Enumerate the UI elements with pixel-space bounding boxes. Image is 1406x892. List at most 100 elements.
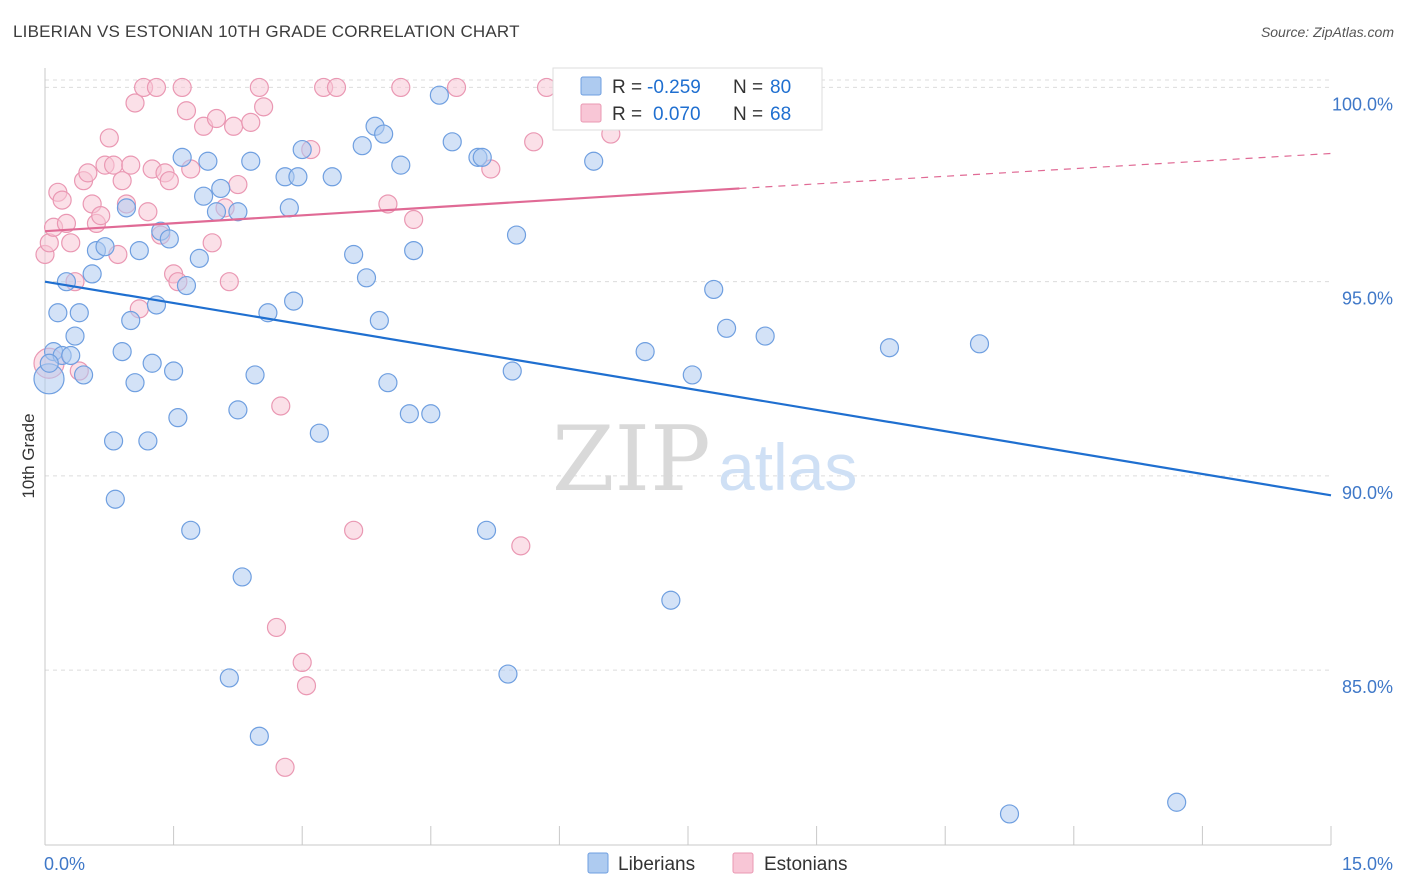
x-tick-label: 15.0% bbox=[1342, 854, 1393, 874]
liberians-point bbox=[682, 365, 702, 385]
legend-swatch-blue bbox=[580, 76, 602, 96]
estonians-point bbox=[61, 233, 81, 253]
series-legend-label-estonians[interactable]: Estonians bbox=[764, 854, 847, 875]
chart-title: LIBERIAN VS ESTONIAN 10TH GRADE CORRELAT… bbox=[13, 22, 520, 41]
liberians-point bbox=[506, 225, 527, 245]
estonians-point bbox=[249, 77, 269, 98]
liberians-trend-line bbox=[44, 280, 1332, 497]
estonians-point bbox=[125, 93, 145, 113]
estonians-point bbox=[292, 652, 312, 673]
legend-r-value-blue: -0.259 bbox=[647, 77, 701, 98]
estonians-point bbox=[91, 206, 111, 226]
liberians-point bbox=[502, 361, 522, 381]
estonians-point bbox=[219, 272, 239, 292]
liberians-point bbox=[194, 186, 214, 206]
x-tick-label: 0.0% bbox=[44, 854, 85, 874]
estonians-point bbox=[254, 97, 274, 117]
legend-r-value-pink: 0.070 bbox=[653, 104, 701, 125]
estonians-trend-line bbox=[44, 187, 740, 233]
liberians-point bbox=[292, 139, 312, 160]
liberians-point bbox=[404, 240, 424, 261]
liberians-point bbox=[228, 202, 248, 222]
estonians-point bbox=[78, 163, 98, 183]
liberians-point bbox=[472, 147, 492, 167]
estonians-point bbox=[159, 171, 179, 191]
liberians-point bbox=[378, 373, 398, 393]
liberians-point bbox=[103, 431, 124, 451]
legend-n-value-pink: 68 bbox=[770, 104, 791, 125]
liberians-point bbox=[61, 345, 81, 366]
liberians-point bbox=[241, 151, 261, 171]
liberians-point bbox=[206, 202, 227, 222]
estonians-point bbox=[391, 77, 411, 98]
estonians-point bbox=[228, 174, 248, 195]
watermark-atlas: atlas bbox=[718, 430, 857, 504]
series-legend-swatch-estonians[interactable] bbox=[732, 852, 754, 874]
estonians-point bbox=[404, 209, 424, 230]
estonians-point bbox=[121, 155, 141, 175]
liberians-point bbox=[168, 408, 188, 428]
liberians-point bbox=[284, 291, 304, 311]
liberians-point bbox=[279, 198, 299, 218]
liberians-point bbox=[48, 303, 68, 323]
y-tick-labels: 85.0% 90.0% 95.0% 100.0% bbox=[1332, 94, 1393, 697]
y-tick-label: 85.0% bbox=[1342, 677, 1393, 697]
watermark: ZIP atlas bbox=[552, 407, 857, 512]
series-legend-swatch-liberians[interactable] bbox=[587, 852, 609, 874]
liberians-point bbox=[498, 664, 518, 684]
liberians-point bbox=[879, 338, 900, 358]
svg-text:R =: R = bbox=[612, 77, 642, 98]
liberians-point bbox=[442, 132, 462, 152]
liberians-point bbox=[391, 155, 411, 175]
liberians-point bbox=[421, 404, 441, 424]
liberians-point bbox=[159, 229, 179, 249]
estonians-point bbox=[511, 536, 531, 556]
liberians-point bbox=[95, 237, 115, 257]
estonians-point bbox=[296, 676, 317, 696]
estonians-point bbox=[344, 520, 364, 540]
liberians-point bbox=[249, 726, 269, 746]
liberians-point bbox=[112, 342, 132, 362]
y-axis-label: 10th Grade bbox=[19, 413, 38, 498]
liberians-point bbox=[142, 353, 162, 373]
legend-r-label: R = bbox=[612, 77, 642, 98]
liberians-point bbox=[716, 318, 737, 338]
liberians-point bbox=[164, 361, 184, 381]
series-legend: Liberians Estonians bbox=[587, 852, 847, 875]
liberians-point bbox=[116, 198, 137, 218]
legend-n-label: N = bbox=[733, 104, 763, 125]
estonians-point bbox=[266, 617, 287, 638]
estonians-point bbox=[224, 116, 244, 136]
estonians-point bbox=[138, 202, 158, 222]
liberians-point bbox=[39, 353, 59, 373]
liberians-point bbox=[172, 147, 192, 167]
liberians-point bbox=[181, 520, 201, 540]
liberians-point bbox=[584, 151, 604, 171]
estonians-point bbox=[326, 77, 347, 98]
liberians-points bbox=[33, 85, 1187, 824]
estonians-point bbox=[378, 194, 398, 214]
liberians-point bbox=[138, 431, 158, 451]
estonians-point bbox=[202, 233, 222, 253]
liberians-point bbox=[69, 303, 89, 323]
liberians-point bbox=[661, 590, 681, 610]
liberians-point bbox=[219, 668, 239, 688]
liberians-point bbox=[105, 489, 125, 509]
legend-r-label: R = bbox=[612, 104, 642, 125]
liberians-point bbox=[125, 373, 145, 393]
liberians-point bbox=[232, 567, 252, 587]
estonians-point bbox=[52, 190, 72, 210]
liberians-point bbox=[322, 167, 342, 187]
estonians-point bbox=[275, 757, 295, 777]
liberians-point bbox=[176, 275, 197, 296]
legend-n-value-blue: 80 bbox=[770, 77, 791, 98]
liberians-point bbox=[211, 178, 231, 199]
liberians-point bbox=[635, 342, 655, 362]
x-axis-ticks bbox=[44, 826, 1332, 845]
liberians-point bbox=[198, 151, 218, 171]
y-tick-label: 95.0% bbox=[1342, 289, 1393, 309]
estonians-point bbox=[176, 101, 197, 121]
liberians-point bbox=[189, 248, 209, 268]
estonians-trend-extension bbox=[739, 152, 1332, 190]
series-legend-label-liberians[interactable]: Liberians bbox=[618, 854, 695, 875]
